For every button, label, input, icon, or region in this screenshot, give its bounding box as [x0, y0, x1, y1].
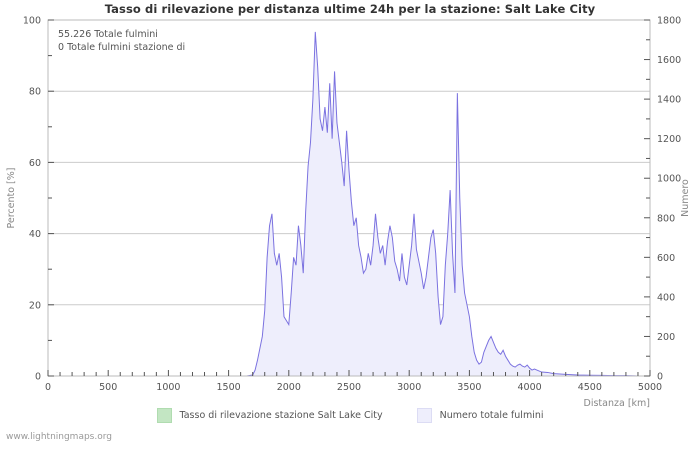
svg-text:3500: 3500: [457, 382, 481, 393]
svg-text:1400: 1400: [657, 95, 681, 106]
chart-legend: Tasso di rilevazione stazione Salt Lake …: [0, 408, 700, 423]
svg-text:1200: 1200: [657, 134, 681, 145]
svg-text:0: 0: [35, 372, 41, 383]
svg-text:1000: 1000: [657, 174, 681, 185]
svg-text:55.226 Totale fulmini: 55.226 Totale fulmini: [58, 29, 158, 40]
legend-swatch-detection-rate: [156, 408, 172, 423]
svg-text:100: 100: [23, 16, 41, 27]
legend-item-total-count: Numero totale fulmini: [416, 408, 544, 423]
svg-text:0: 0: [657, 372, 663, 383]
svg-text:40: 40: [29, 229, 41, 240]
svg-text:1600: 1600: [657, 55, 681, 66]
svg-text:20: 20: [29, 300, 41, 311]
legend-label-detection-rate: Tasso di rilevazione stazione Salt Lake …: [179, 410, 383, 421]
svg-text:Distanza [km]: Distanza [km]: [584, 398, 650, 409]
svg-text:5000: 5000: [638, 382, 662, 393]
svg-text:2000: 2000: [277, 382, 301, 393]
watermark: www.lightningmaps.org: [6, 432, 112, 442]
svg-text:Percento [%]: Percento [%]: [6, 167, 17, 228]
svg-text:3000: 3000: [397, 382, 421, 393]
legend-item-detection-rate: Tasso di rilevazione stazione Salt Lake …: [156, 408, 383, 423]
svg-text:1800: 1800: [657, 16, 681, 27]
svg-text:600: 600: [657, 253, 675, 264]
legend-label-total-count: Numero totale fulmini: [439, 410, 544, 421]
svg-text:2500: 2500: [337, 382, 361, 393]
svg-text:4500: 4500: [578, 382, 602, 393]
legend-swatch-total-count: [416, 408, 432, 423]
svg-text:0 Totale fulmini stazione di: 0 Totale fulmini stazione di: [58, 42, 185, 53]
page-title: Tasso di rilevazione per distanza ultime…: [104, 2, 596, 16]
svg-text:200: 200: [657, 332, 675, 343]
svg-text:4000: 4000: [518, 382, 542, 393]
svg-text:0: 0: [45, 382, 51, 393]
svg-text:1000: 1000: [156, 382, 180, 393]
svg-text:80: 80: [29, 87, 41, 98]
svg-text:Numero: Numero: [680, 179, 691, 217]
svg-text:400: 400: [657, 292, 675, 303]
svg-text:500: 500: [99, 382, 117, 393]
svg-text:1500: 1500: [217, 382, 241, 393]
svg-text:800: 800: [657, 213, 675, 224]
svg-text:60: 60: [29, 158, 41, 169]
